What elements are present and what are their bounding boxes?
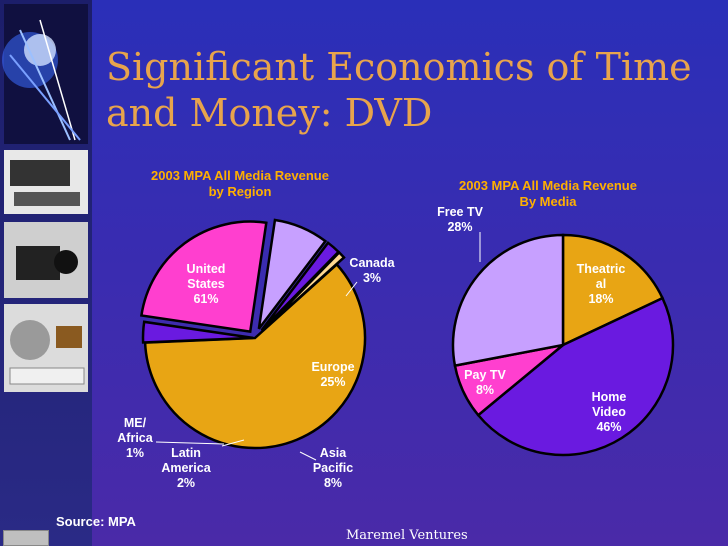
slice-label-latin-america: Latin America 2%: [152, 446, 220, 491]
slice-label-home-video: Home Video 46%: [578, 390, 640, 435]
label-line: Africa: [117, 431, 153, 445]
slice-label-theatrical: Theatric al 18%: [568, 262, 634, 307]
slide-title-line-2: and Money: DVD: [106, 91, 433, 135]
label-line: Home: [591, 390, 627, 404]
label-value: 61%: [193, 292, 219, 306]
label-line: Canada: [349, 256, 395, 270]
media-chart-title-line-1: 2003 MPA All Media Revenue: [459, 178, 637, 193]
label-line: al: [595, 277, 607, 291]
decorative-sidebar: [0, 0, 92, 546]
pie-slice-home-video: [476, 296, 675, 457]
sidebar-illustrations: [2, 4, 88, 392]
fiber-optic-image: [2, 4, 88, 144]
leader-line-me-africa: [155, 441, 225, 445]
label-value: 25%: [320, 375, 346, 389]
region-pie: [139, 218, 367, 450]
label-value: 2%: [176, 476, 196, 490]
pie-slice-united-states: [143, 262, 367, 450]
footer-text: Maremel Ventures: [346, 528, 468, 543]
region-chart-title-line-1: 2003 MPA All Media Revenue: [151, 168, 329, 183]
slice-label-united-states: United States 61%: [168, 262, 244, 307]
pie-slice-me-africa: [261, 250, 346, 333]
label-value: 18%: [588, 292, 614, 306]
region-chart-title: 2003 MPA All Media Revenue by Region: [120, 168, 360, 200]
label-line: America: [161, 461, 211, 475]
leader-line-canada: [345, 281, 358, 297]
source-note: Source: MPA: [56, 514, 136, 529]
slice-label-free-tv: Free TV 28%: [424, 205, 496, 235]
label-line: Pacific: [312, 461, 354, 475]
label-leader-lines: [155, 232, 481, 461]
label-value: 3%: [362, 271, 382, 285]
leader-line-asia-pacific: [299, 451, 317, 461]
slice-label-europe: Europe 25%: [302, 360, 364, 390]
slice-label-asia-pacific: Asia Pacific 8%: [302, 446, 364, 491]
slice-label-me-africa: ME/ Africa 1%: [108, 416, 162, 461]
label-value: 8%: [475, 383, 495, 397]
slice-label-pay-tv: Pay TV 8%: [454, 368, 516, 398]
slide-title: Significant Economics of Time and Money:…: [106, 44, 706, 136]
label-line: Video: [592, 405, 626, 419]
pie-slice-free-tv: [451, 233, 565, 368]
label-line: Theatric: [576, 262, 626, 276]
label-line: United: [186, 262, 226, 276]
label-line: Free TV: [437, 205, 483, 219]
leader-line-latin-america: [221, 439, 245, 447]
label-line: Pay TV: [464, 368, 506, 382]
label-line: Latin: [171, 446, 201, 460]
pie-slice-asia-pacific: [257, 218, 328, 330]
region-chart-title-line-2: by Region: [208, 184, 272, 199]
slide-title-line-1: Significant Economics of Time: [106, 45, 692, 89]
media-chart-title: 2003 MPA All Media Revenue By Media: [428, 178, 668, 210]
pie-slice-theatrical: [561, 233, 665, 347]
license-badge-icon: [3, 530, 49, 546]
media-chart-title-line-2: By Media: [519, 194, 577, 209]
satellite-tv-image: [4, 304, 88, 392]
pie-slice-canada: [141, 320, 254, 344]
vcr-image: [4, 150, 88, 214]
label-line: States: [187, 277, 225, 291]
label-line: Europe: [311, 360, 355, 374]
label-value: 28%: [447, 220, 473, 234]
slice-label-canada: Canada 3%: [340, 256, 404, 286]
label-value: 46%: [596, 420, 622, 434]
camera-image: [4, 222, 88, 298]
label-value: 8%: [323, 476, 343, 490]
label-line: ME/: [123, 416, 147, 430]
label-line: Asia: [319, 446, 347, 460]
label-value: 1%: [125, 446, 145, 460]
pie-slice-europe: [139, 220, 268, 333]
media-pie: [451, 233, 675, 457]
